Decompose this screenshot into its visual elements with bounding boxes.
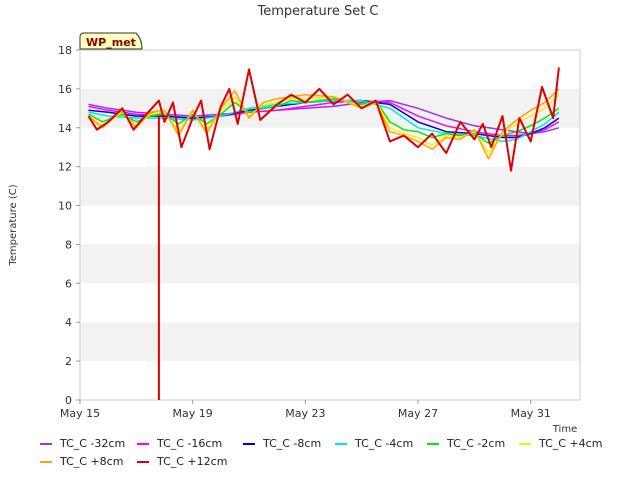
legend-label: TC_C +8cm: [59, 455, 123, 468]
x-tick-label: May 23: [285, 407, 325, 420]
y-tick-label: 16: [58, 83, 72, 96]
plot-area-frame: [79, 49, 581, 401]
x-axis-ticks: May 15 May 19 May 23 May 27 May 31: [60, 400, 551, 420]
grid-band: [80, 244, 580, 284]
y-tick-label: 8: [65, 238, 72, 251]
x-tick-label: May 15: [60, 407, 100, 420]
x-axis-label: Time: [552, 424, 577, 435]
legend-label: TC_C -8cm: [262, 437, 321, 450]
site-badge-box: [79, 32, 143, 50]
y-tick-label: 18: [58, 44, 72, 57]
y-tick-label: 12: [58, 161, 72, 174]
y-tick-label: 6: [65, 277, 72, 290]
grid-band: [80, 283, 580, 323]
x-tick-label: May 31: [511, 407, 551, 420]
y-axis-label: Temperature (C): [8, 184, 19, 266]
legend-label: TC_C +12cm: [156, 455, 227, 468]
x-tick-label: May 19: [173, 407, 213, 420]
y-axis-ticks: 0 2 4 6 8 10 12 14 16 18: [58, 44, 80, 407]
grid-band: [80, 50, 580, 89]
y-tick-label: 0: [65, 394, 72, 407]
chart-title: Temperature Set C: [256, 4, 378, 19]
legend-label: TC_C -4cm: [354, 437, 413, 450]
legend-label: TC_C -2cm: [446, 437, 505, 450]
site-badge-label: WP_met: [86, 36, 136, 49]
x-tick-label: May 27: [398, 407, 438, 420]
series-line: [87, 67, 560, 172]
grid-bands: [80, 50, 580, 400]
grid-band: [80, 322, 580, 362]
y-tick-label: 2: [65, 355, 72, 368]
y-tick-label: 10: [58, 200, 72, 213]
legend-label: TC_C -16cm: [156, 437, 222, 450]
grid-band: [80, 88, 580, 128]
grid-band: [80, 361, 580, 400]
site-badge: WP_met: [79, 32, 143, 50]
grid-band: [80, 166, 580, 206]
grid-band: [80, 205, 580, 245]
legend-label: TC_C -32cm: [59, 437, 125, 450]
legend-label: TC_C +4cm: [538, 437, 602, 450]
series-lines: [87, 67, 560, 400]
legend: TC_C -32cm TC_C -16cm TC_C -8cm TC_C -4cm TC…: [40, 437, 602, 468]
y-tick-label: 4: [65, 316, 72, 329]
y-tick-label: 14: [58, 122, 72, 135]
series-line: [88, 99, 560, 135]
